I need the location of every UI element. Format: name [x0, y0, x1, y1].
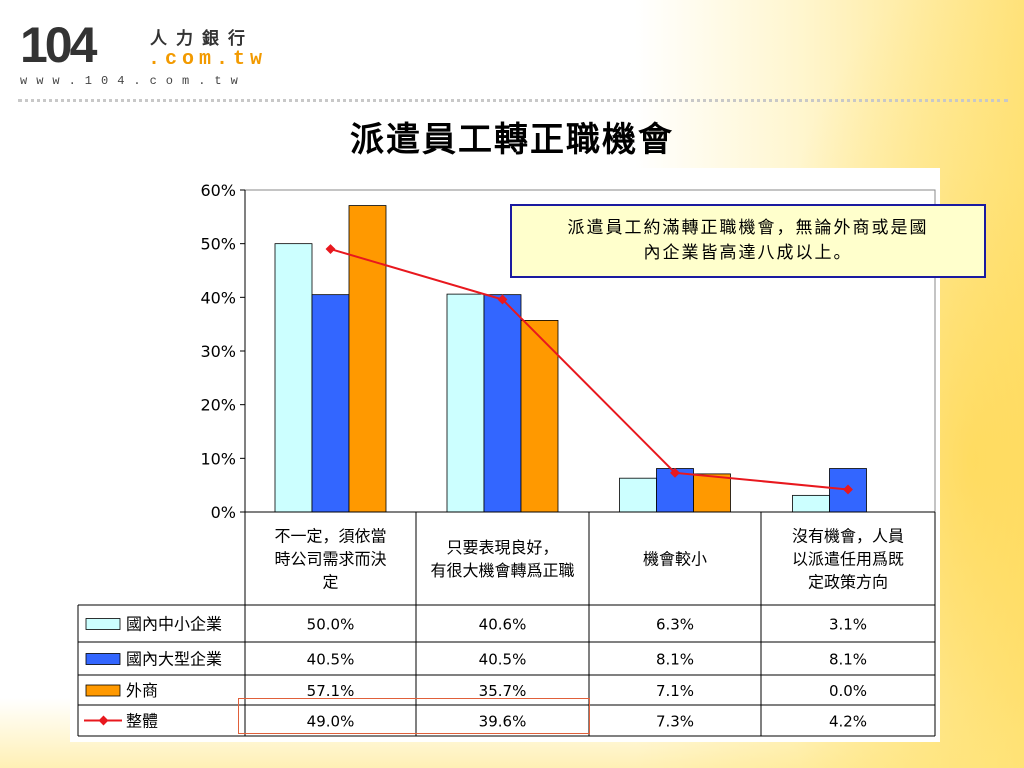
- y-tick-label: 50%: [200, 235, 236, 254]
- legend-label: 外商: [126, 681, 158, 700]
- legend-label: 國內中小企業: [126, 615, 222, 634]
- bar-small-domestic: [446, 293, 485, 513]
- data-label: 57.1%: [307, 682, 355, 700]
- y-tick-label: 60%: [200, 181, 236, 200]
- legend-key-small-domestic: [85, 618, 121, 630]
- data-label: 7.1%: [656, 682, 694, 700]
- y-tick-label: 20%: [200, 396, 236, 415]
- legend-label: 整體: [126, 712, 158, 731]
- bar-small-domestic: [274, 243, 313, 513]
- y-tick-label: 0%: [211, 503, 236, 522]
- y-tick-label: 30%: [200, 342, 236, 361]
- logo-domain: .com.tw: [148, 48, 268, 71]
- data-label: 8.1%: [829, 651, 867, 669]
- data-label: 6.3%: [656, 616, 694, 634]
- line-overall: [330, 248, 849, 491]
- data-label: 40.5%: [307, 651, 355, 669]
- legend-key-large-domestic: [85, 653, 121, 665]
- highlight-overall-box: [238, 698, 590, 734]
- legend-label: 國內大型企業: [126, 650, 222, 669]
- chart-canvas: 0% 10% 20% 30% 40% 50% 60% 不一定，須依當時公司需求而決定 只要表現良…: [77, 181, 936, 737]
- category-label: 不一定，須依當時公司需求而決定: [274, 527, 386, 592]
- data-label: 39.6%: [479, 713, 527, 731]
- data-table: 不一定，須依當時公司需求而決定 只要表現良好，有很大機會轉爲正職 機會較小 沒有機會，…: [77, 511, 936, 737]
- data-label: 4.2%: [829, 713, 867, 731]
- line-overall-point: [497, 294, 508, 305]
- data-label: 40.5%: [479, 651, 527, 669]
- y-tick-label: 40%: [200, 288, 236, 307]
- bar-foreign: [693, 473, 731, 513]
- chart-panel: 0% 10% 20% 30% 40% 50% 60% 不一定，須依當時公司需求而決定 只要表現良…: [70, 168, 986, 742]
- category-label: 機會較小: [643, 550, 707, 569]
- line-overall-point: [843, 484, 853, 495]
- bar-large-domestic: [311, 294, 350, 513]
- data-label: 7.3%: [656, 713, 694, 731]
- data-label: 8.1%: [656, 651, 694, 669]
- y-tick-label: 10%: [200, 449, 236, 468]
- logo: 104 人力銀行 .com.tw www.104.com.tw: [18, 10, 263, 90]
- bar-small-domestic: [792, 494, 830, 513]
- legend-key-foreign: [85, 684, 121, 697]
- callout-note: 派遣員工約滿轉正職機會，無論外商或是國內企業皆高達八成以上。: [510, 204, 986, 278]
- line-overall-point: [670, 467, 680, 478]
- category-label: 沒有機會，人員以派遣任用爲既定政策方向: [792, 527, 904, 592]
- data-label: 0.0%: [829, 682, 867, 700]
- data-label: 40.6%: [479, 616, 527, 634]
- bar-large-domestic: [483, 294, 522, 513]
- bar-foreign: [520, 320, 559, 513]
- data-label: 49.0%: [307, 713, 355, 731]
- page-title: 派遣員工轉正職機會: [350, 120, 674, 160]
- legend-key-overall-marker: [98, 715, 109, 726]
- data-label: 3.1%: [829, 616, 867, 634]
- data-label: 35.7%: [479, 682, 527, 700]
- logo-number: 104: [20, 17, 97, 73]
- logo-url: www.104.com.tw: [20, 74, 247, 88]
- bar-foreign: [348, 205, 387, 513]
- bar-small-domestic: [619, 477, 657, 513]
- data-label: 50.0%: [307, 616, 355, 634]
- logo-chinese-name: 人力銀行: [150, 29, 254, 49]
- header-divider: [18, 99, 1008, 102]
- category-label: 只要表現良好，有很大機會轉爲正職: [430, 538, 574, 580]
